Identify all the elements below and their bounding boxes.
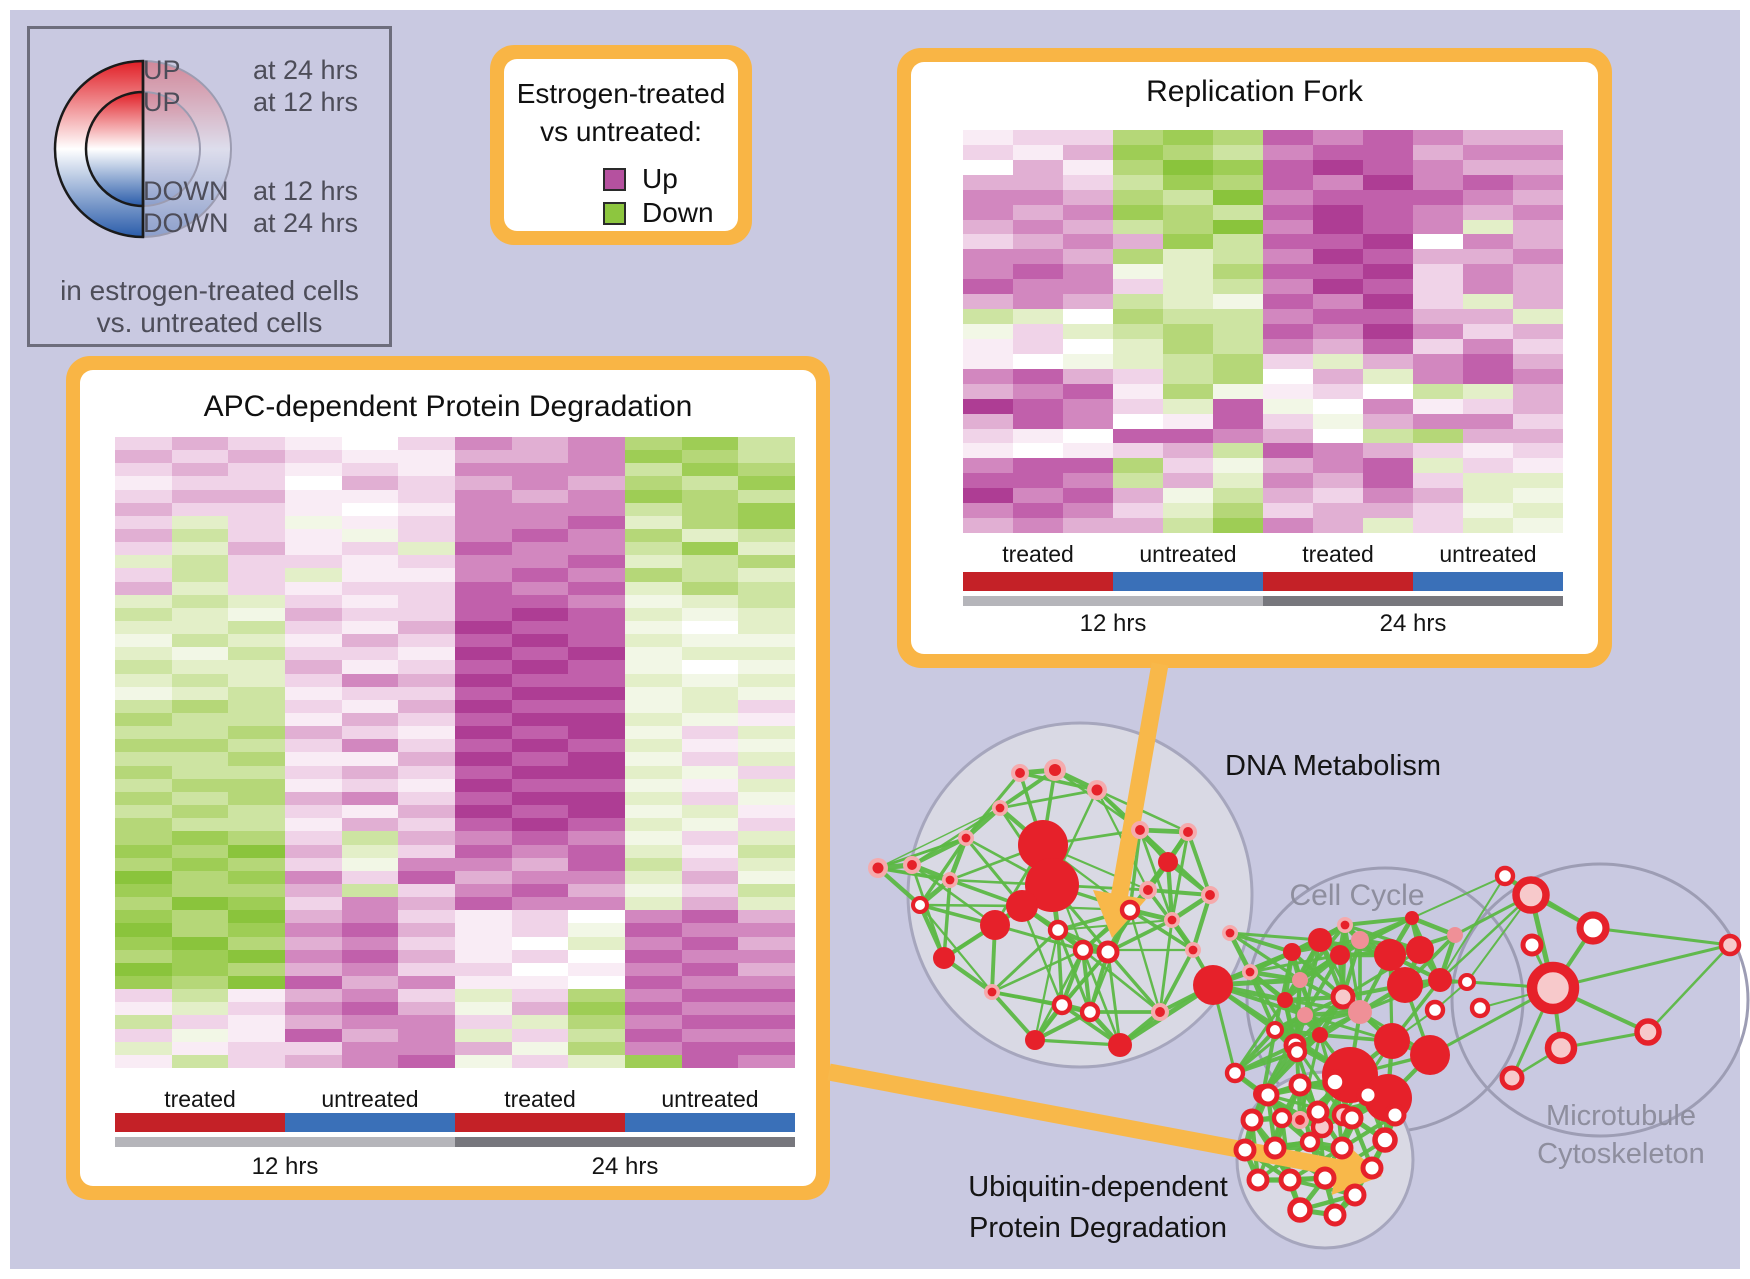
rep-condition-bars bbox=[963, 572, 1563, 591]
rep-heatmap bbox=[963, 130, 1563, 533]
rep-group-treated-12: treated bbox=[1002, 541, 1074, 567]
24hrs-bar bbox=[455, 1137, 795, 1147]
ring-time-up12: at 12 hrs bbox=[253, 87, 359, 117]
up-swatch bbox=[603, 167, 626, 191]
untreated-bar bbox=[1413, 572, 1563, 591]
down-label: Down bbox=[642, 197, 714, 228]
24hrs-bar bbox=[1263, 596, 1563, 606]
rep-group-labels: treated untreated treated untreated bbox=[963, 541, 1563, 568]
treated-half bbox=[53, 59, 145, 239]
ring-time-down12: at 12 hrs bbox=[253, 176, 359, 206]
rep-24hrs-label: 24 hrs bbox=[1379, 610, 1447, 637]
cell-cycle-label: Cell Cycle bbox=[1289, 879, 1425, 912]
apc-24hrs-label: 24 hrs bbox=[591, 1153, 659, 1180]
apc-panel-title: APC-dependent Protein Degradation bbox=[203, 390, 693, 423]
untreated-bar bbox=[625, 1113, 795, 1132]
untreated-half bbox=[142, 60, 232, 238]
color-legend-title-line2: vs untreated: bbox=[540, 116, 702, 147]
treated-bar bbox=[1263, 572, 1413, 591]
treated-bar bbox=[455, 1113, 625, 1132]
microtubule-cytoskeleton-label: Microtubule Cytoskeleton bbox=[1537, 1097, 1705, 1173]
ring-caption-line1: in estrogen-treated cells bbox=[60, 275, 359, 306]
rep-12hrs-label: 12 hrs bbox=[1079, 610, 1147, 637]
up-label: Up bbox=[642, 163, 678, 194]
microtubule-label-line2: Cytoskeleton bbox=[1537, 1138, 1705, 1170]
apc-group-untreated-12: untreated bbox=[321, 1086, 419, 1112]
treated-bar bbox=[115, 1113, 285, 1132]
ubiquitin-label-line1: Ubiquitin-dependent bbox=[968, 1171, 1228, 1203]
rep-panel-title: Replication Fork bbox=[1146, 75, 1363, 108]
rep-time-labels: 12 hrs 24 hrs bbox=[963, 610, 1563, 638]
ubiquitin-label-line2: Protein Degradation bbox=[969, 1212, 1227, 1244]
ring-label-down24: DOWN bbox=[143, 208, 229, 238]
12hrs-bar bbox=[115, 1137, 455, 1147]
down-swatch bbox=[603, 201, 626, 225]
ring-caption-line2: vs. untreated cells bbox=[96, 307, 323, 338]
apc-heatmap-panel: APC-dependent Protein Degradation treate… bbox=[66, 356, 830, 1200]
expression-ring-diagram bbox=[53, 59, 232, 239]
ring-label-up24: UP bbox=[143, 55, 181, 85]
color-legend-panel: Estrogen-treated vs untreated: Up Down bbox=[490, 45, 752, 245]
legend-item-down: Down bbox=[603, 197, 714, 229]
treated-bar bbox=[963, 572, 1113, 591]
untreated-bar bbox=[1113, 572, 1263, 591]
apc-group-labels: treated untreated treated untreated bbox=[115, 1086, 795, 1113]
rep-group-untreated-24: untreated bbox=[1439, 541, 1537, 567]
apc-12hrs-label: 12 hrs bbox=[251, 1153, 319, 1180]
12hrs-bar bbox=[963, 596, 1263, 606]
ubiquitin-degradation-label: Ubiquitin-dependent Protein Degradation bbox=[968, 1167, 1228, 1249]
apc-time-labels: 12 hrs 24 hrs bbox=[115, 1153, 795, 1181]
legend-item-up: Up bbox=[603, 163, 678, 195]
ring-label-up12: UP bbox=[143, 87, 181, 117]
dna-metabolism-label: DNA Metabolism bbox=[1225, 750, 1441, 782]
apc-condition-bars bbox=[115, 1113, 795, 1132]
rep-group-untreated-12: untreated bbox=[1139, 541, 1237, 567]
ring-time-down24: at 24 hrs bbox=[253, 208, 359, 238]
ring-label-down12: DOWN bbox=[143, 176, 229, 206]
apc-time-bars bbox=[115, 1137, 795, 1147]
replication-fork-panel: Replication Fork treated untreated treat… bbox=[897, 48, 1612, 668]
ring-decoder-legend: UP at 24 hrs UP at 12 hrs DOWN at 12 hrs… bbox=[27, 26, 392, 347]
rep-time-bars bbox=[963, 596, 1563, 606]
rep-group-treated-24: treated bbox=[1302, 541, 1374, 567]
microtubule-label-line1: Microtubule bbox=[1546, 1100, 1696, 1132]
ring-time-up24: at 24 hrs bbox=[253, 55, 359, 85]
color-legend-title: Estrogen-treated vs untreated: bbox=[490, 75, 752, 151]
color-legend-title-line1: Estrogen-treated bbox=[516, 78, 726, 109]
apc-group-untreated-24: untreated bbox=[661, 1086, 759, 1112]
untreated-bar bbox=[285, 1113, 455, 1132]
apc-heatmap bbox=[115, 437, 795, 1068]
apc-group-treated-12: treated bbox=[164, 1086, 236, 1112]
apc-group-treated-24: treated bbox=[504, 1086, 576, 1112]
